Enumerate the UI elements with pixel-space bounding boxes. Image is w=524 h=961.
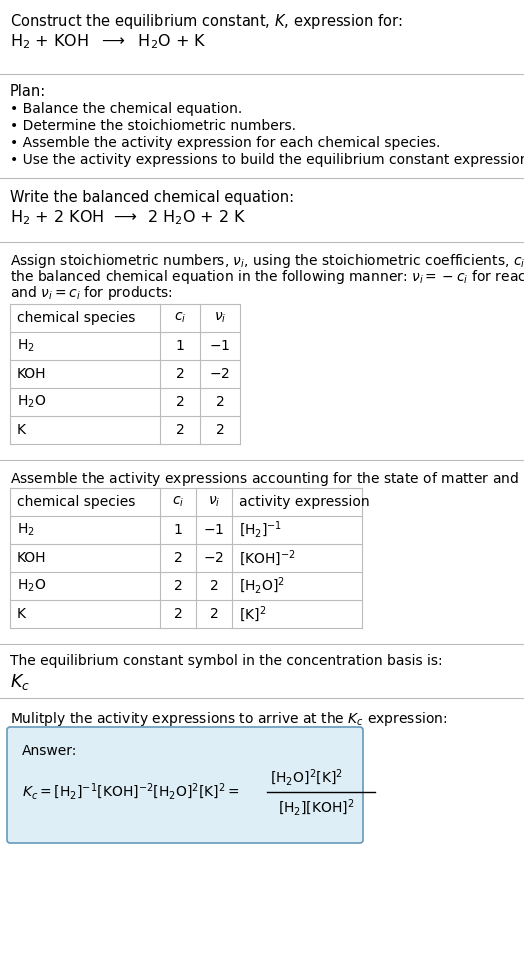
Text: $K_c$: $K_c$ [10, 672, 30, 692]
Text: 2: 2 [215, 395, 224, 409]
Text: 2: 2 [176, 395, 184, 409]
Text: and $\nu_i = c_i$ for products:: and $\nu_i = c_i$ for products: [10, 284, 173, 302]
Text: $-2$: $-2$ [203, 551, 224, 565]
Text: • Assemble the activity expression for each chemical species.: • Assemble the activity expression for e… [10, 136, 440, 150]
Text: H$_2$: H$_2$ [17, 338, 35, 355]
Text: 2: 2 [215, 423, 224, 437]
Text: Mulitply the activity expressions to arrive at the $K_c$ expression:: Mulitply the activity expressions to arr… [10, 710, 447, 728]
Text: Write the balanced chemical equation:: Write the balanced chemical equation: [10, 190, 294, 205]
Text: [K]$^{2}$: [K]$^{2}$ [239, 604, 266, 624]
Text: H$_2$: H$_2$ [17, 522, 35, 538]
Text: 2: 2 [173, 579, 182, 593]
Text: activity expression: activity expression [239, 495, 369, 509]
Text: H$_2$ + KOH  $\longrightarrow$  H$_2$O + K: H$_2$ + KOH $\longrightarrow$ H$_2$O + K [10, 32, 207, 51]
Text: The equilibrium constant symbol in the concentration basis is:: The equilibrium constant symbol in the c… [10, 654, 443, 668]
Text: chemical species: chemical species [17, 495, 135, 509]
Text: $-2$: $-2$ [210, 367, 231, 381]
Text: chemical species: chemical species [17, 311, 135, 325]
Text: $-1$: $-1$ [210, 339, 231, 353]
Text: $\nu_i$: $\nu_i$ [214, 310, 226, 325]
Text: H$_2$ + 2 KOH  ⟶  2 H$_2$O + 2 K: H$_2$ + 2 KOH ⟶ 2 H$_2$O + 2 K [10, 208, 246, 227]
Text: 1: 1 [173, 523, 182, 537]
Text: 2: 2 [176, 423, 184, 437]
Text: $\nu_i$: $\nu_i$ [208, 495, 220, 509]
Text: 1: 1 [176, 339, 184, 353]
Text: H$_2$O: H$_2$O [17, 578, 46, 594]
Text: • Use the activity expressions to build the equilibrium constant expression.: • Use the activity expressions to build … [10, 153, 524, 167]
Text: the balanced chemical equation in the following manner: $\nu_i = -c_i$ for react: the balanced chemical equation in the fo… [10, 268, 524, 286]
Text: 2: 2 [176, 367, 184, 381]
Text: KOH: KOH [17, 367, 47, 381]
Text: 2: 2 [210, 579, 219, 593]
Text: [H$_2$]$^{-1}$: [H$_2$]$^{-1}$ [239, 520, 282, 540]
Text: [H$_2$O]$^{2}$: [H$_2$O]$^{2}$ [239, 576, 285, 596]
Text: $c_i$: $c_i$ [172, 495, 184, 509]
Text: Answer:: Answer: [22, 744, 78, 758]
Text: $c_i$: $c_i$ [174, 310, 186, 325]
Text: H$_2$O: H$_2$O [17, 394, 46, 410]
FancyBboxPatch shape [7, 727, 363, 843]
Text: $-1$: $-1$ [203, 523, 225, 537]
Text: KOH: KOH [17, 551, 47, 565]
Text: 2: 2 [210, 607, 219, 621]
Text: Assign stoichiometric numbers, $\nu_i$, using the stoichiometric coefficients, $: Assign stoichiometric numbers, $\nu_i$, … [10, 252, 524, 270]
Text: Construct the equilibrium constant, $K$, expression for:: Construct the equilibrium constant, $K$,… [10, 12, 402, 31]
Text: $[\mathrm{H_2}] [\mathrm{KOH}]^2$: $[\mathrm{H_2}] [\mathrm{KOH}]^2$ [278, 798, 355, 818]
Text: • Determine the stoichiometric numbers.: • Determine the stoichiometric numbers. [10, 119, 296, 133]
Text: $K_c = [\mathrm{H_2}]^{-1} [\mathrm{KOH}]^{-2} [\mathrm{H_2O}]^{2} [\mathrm{K}]^: $K_c = [\mathrm{H_2}]^{-1} [\mathrm{KOH}… [22, 782, 240, 802]
Text: [KOH]$^{-2}$: [KOH]$^{-2}$ [239, 548, 296, 568]
Text: 2: 2 [173, 607, 182, 621]
Text: K: K [17, 423, 26, 437]
Text: 2: 2 [173, 551, 182, 565]
Text: Assemble the activity expressions accounting for the state of matter and $\nu_i$: Assemble the activity expressions accoun… [10, 470, 524, 488]
Text: $[\mathrm{H_2O}]^2 [\mathrm{K}]^2$: $[\mathrm{H_2O}]^2 [\mathrm{K}]^2$ [270, 768, 343, 788]
Text: K: K [17, 607, 26, 621]
Text: • Balance the chemical equation.: • Balance the chemical equation. [10, 102, 242, 116]
Text: Plan:: Plan: [10, 84, 46, 99]
